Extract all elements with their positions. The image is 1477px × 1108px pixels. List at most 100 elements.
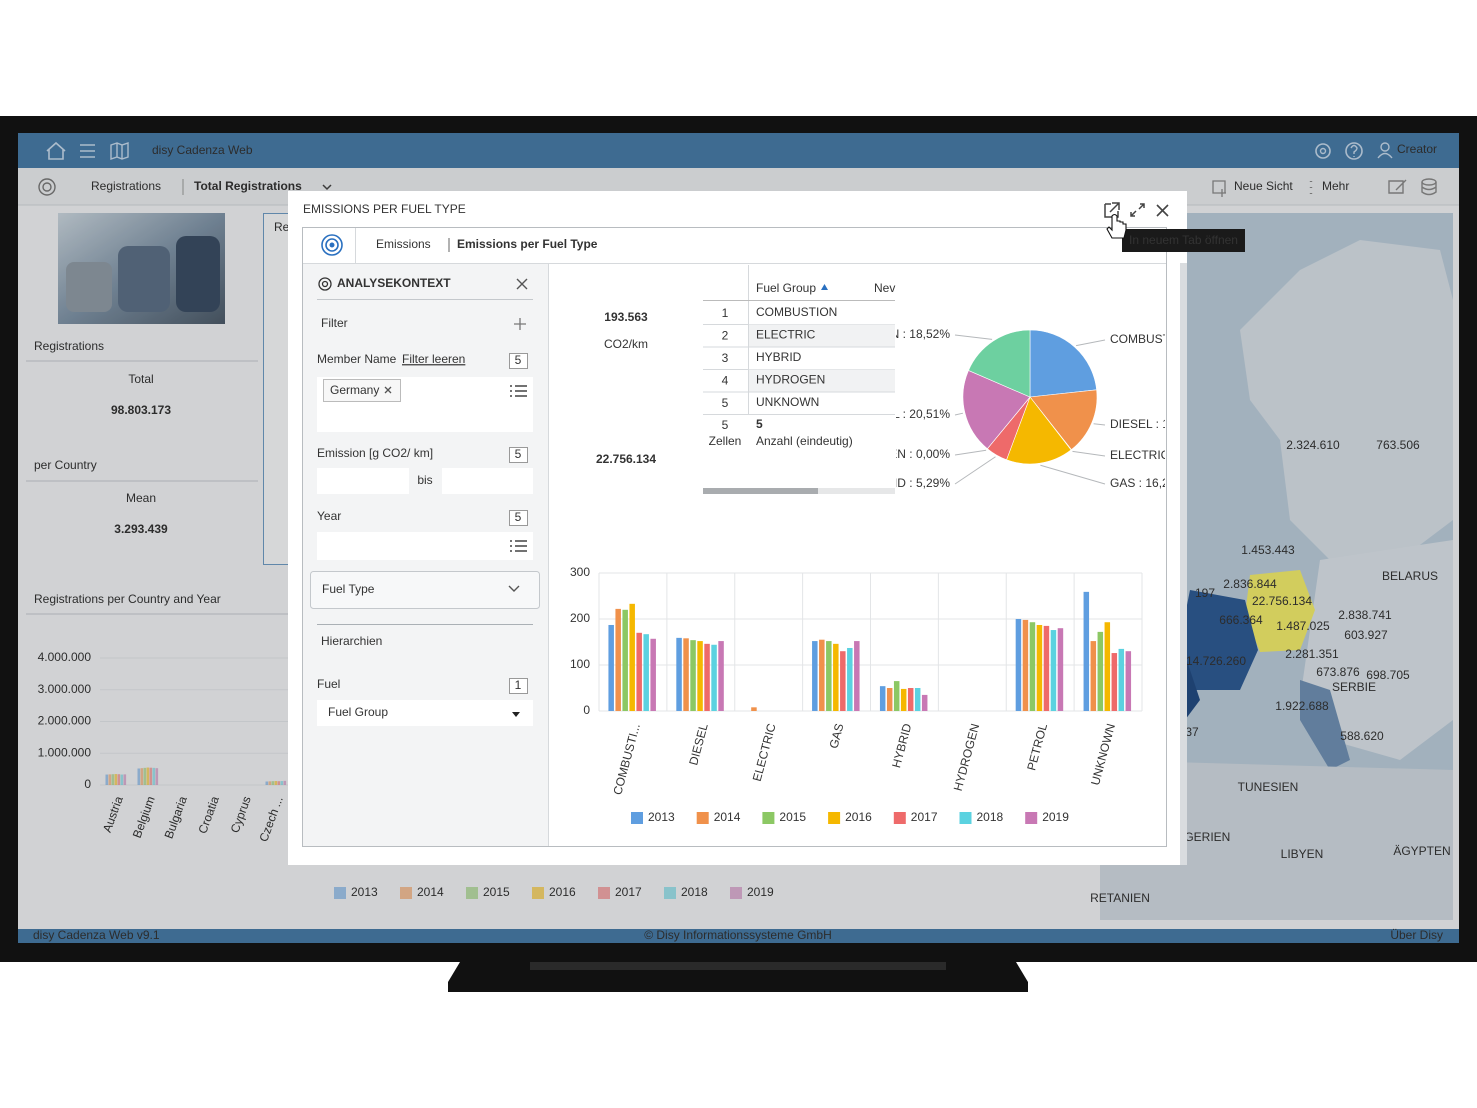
y-tick-label: 3.000.000 xyxy=(38,682,92,696)
count-badge xyxy=(509,678,528,694)
map-label: 698.705 xyxy=(1366,668,1410,682)
legend-swatch[interactable] xyxy=(893,812,906,824)
legend-label[interactable]: 2018 xyxy=(977,810,1004,824)
emission-from[interactable] xyxy=(317,468,409,494)
close-icon[interactable] xyxy=(1156,204,1169,217)
pie-leader-line xyxy=(954,412,964,416)
legend-swatch[interactable] xyxy=(532,887,544,899)
map-land xyxy=(1100,760,1453,920)
bar xyxy=(283,780,287,785)
breadcrumb[interactable]: Registrations xyxy=(91,179,161,193)
table-scroll-thumb[interactable] xyxy=(703,488,818,494)
settings-icon[interactable] xyxy=(1315,143,1331,159)
footer-about[interactable]: Über Disy xyxy=(1390,928,1443,942)
legend-label[interactable]: 2015 xyxy=(483,885,510,899)
bar xyxy=(146,767,150,785)
table-header[interactable]: Nev xyxy=(874,281,895,295)
help-icon[interactable] xyxy=(1345,142,1363,160)
user-icon[interactable] xyxy=(1380,142,1390,152)
list-icon[interactable] xyxy=(510,540,527,552)
count-badge xyxy=(509,447,528,463)
fuel-select[interactable] xyxy=(317,700,533,726)
legend-label[interactable]: 2018 xyxy=(681,885,708,899)
toolbar-action[interactable]: Neue Sicht xyxy=(1234,179,1293,193)
legend-label[interactable]: 2013 xyxy=(351,885,378,899)
new-view-icon[interactable] xyxy=(1212,180,1226,197)
breadcrumb-chevron[interactable] xyxy=(322,184,332,191)
bar xyxy=(1111,653,1118,711)
legend-label[interactable]: 2014 xyxy=(714,810,741,824)
legend-label[interactable]: 2017 xyxy=(615,885,642,899)
legend-label[interactable]: 2016 xyxy=(549,885,576,899)
bar xyxy=(643,634,649,711)
view-icon[interactable] xyxy=(38,178,56,196)
map-label: ÄGYPTEN xyxy=(1393,844,1450,858)
kpi-label: Total xyxy=(128,372,153,386)
map-icon[interactable] xyxy=(110,142,129,160)
fuel-type-label[interactable]: Fuel Type xyxy=(322,582,375,596)
bar xyxy=(615,608,621,711)
map-label: RETANIEN xyxy=(1090,891,1150,905)
cursor xyxy=(1106,213,1127,239)
legend-swatch[interactable] xyxy=(762,812,775,824)
legend-label[interactable]: 2016 xyxy=(845,810,872,824)
list-icon[interactable] xyxy=(510,385,527,397)
table-footer: 5 xyxy=(756,417,763,431)
chip-remove[interactable] xyxy=(384,386,392,394)
edit-icon[interactable] xyxy=(1388,179,1407,194)
legend-swatch[interactable] xyxy=(1025,812,1038,824)
legend-swatch[interactable] xyxy=(466,887,478,899)
table-footer: 5 xyxy=(722,418,729,432)
bar xyxy=(840,651,846,711)
maximize-icon[interactable] xyxy=(1130,203,1145,217)
legend-label[interactable]: 2019 xyxy=(747,885,774,899)
bar xyxy=(893,681,900,711)
add-filter[interactable] xyxy=(514,318,526,330)
legend-swatch[interactable] xyxy=(959,812,972,824)
modal-scrollbar[interactable] xyxy=(1180,263,1187,865)
user-name[interactable]: Creator xyxy=(1397,142,1437,156)
home-icon[interactable] xyxy=(46,141,66,160)
map-label: 2.836.844 xyxy=(1223,577,1277,591)
legend-label[interactable]: 2014 xyxy=(417,885,444,899)
legend-swatch[interactable] xyxy=(334,887,346,899)
legend-swatch[interactable] xyxy=(828,812,841,824)
clear-filter-link[interactable]: Filter leeren xyxy=(402,352,465,366)
table-header[interactable]: Fuel Group xyxy=(756,281,816,295)
bar xyxy=(847,647,853,711)
legend-swatch[interactable] xyxy=(730,887,742,899)
y-tick-label: 2.000.000 xyxy=(38,714,92,728)
breadcrumb[interactable]: Emissions xyxy=(376,237,431,251)
breadcrumb-current[interactable]: Total Registrations xyxy=(194,179,302,193)
panel-title: per Country xyxy=(34,458,97,472)
legend-swatch[interactable] xyxy=(400,887,412,899)
toolbar-action[interactable]: Mehr xyxy=(1322,179,1349,193)
legend-swatch[interactable] xyxy=(598,887,610,899)
legend-label[interactable]: 2015 xyxy=(779,810,806,824)
bar xyxy=(697,641,703,711)
count-badge-label: 5 xyxy=(515,510,522,524)
modal: EMISSIONS PER FUEL TYPE In neuem Tab öffn… xyxy=(288,191,1245,865)
legend-label[interactable]: 2019 xyxy=(1042,810,1069,824)
context-close[interactable] xyxy=(516,278,528,290)
fuel-select-value[interactable]: Fuel Group xyxy=(328,705,388,719)
emission-to[interactable] xyxy=(442,468,533,494)
legend-label[interactable]: 2017 xyxy=(911,810,938,824)
context-icon xyxy=(318,277,332,291)
legend-swatch[interactable] xyxy=(696,812,709,824)
kpi-label: Mean xyxy=(126,491,156,505)
fuel-type-chevron[interactable] xyxy=(508,585,520,592)
pie-leader-line xyxy=(1093,423,1106,426)
row-index: 2 xyxy=(722,329,729,343)
year-input[interactable] xyxy=(317,532,533,560)
menu-icon[interactable] xyxy=(80,144,95,158)
y-tick-label: 0 xyxy=(583,703,590,717)
sort-indicator[interactable] xyxy=(821,284,828,290)
bar xyxy=(1029,622,1036,711)
legend-label[interactable]: 2013 xyxy=(648,810,675,824)
bar xyxy=(622,609,628,711)
count-badge-label: 5 xyxy=(515,353,522,367)
legend-swatch[interactable] xyxy=(664,887,676,899)
legend-swatch[interactable] xyxy=(631,812,643,824)
fuel-type-section[interactable] xyxy=(310,571,540,609)
